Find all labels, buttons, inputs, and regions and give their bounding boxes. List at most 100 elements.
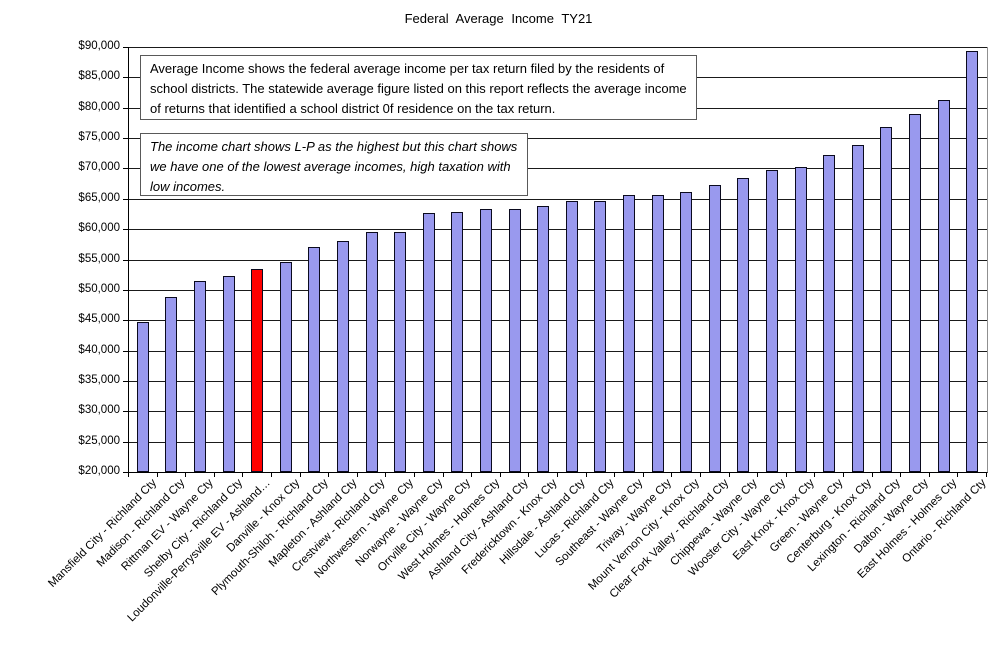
y-gridline <box>129 229 987 231</box>
x-axis-tick <box>156 472 158 477</box>
bar <box>851 144 864 472</box>
x-axis-tick <box>356 472 358 477</box>
bar <box>565 201 578 472</box>
y-gridline <box>129 380 987 382</box>
bar <box>194 280 206 472</box>
x-axis-tick <box>213 472 215 477</box>
y-axis-label: $20,000 <box>78 465 120 477</box>
x-axis-tick <box>414 472 415 477</box>
y-gridline <box>129 441 987 443</box>
bar <box>680 191 693 472</box>
bar <box>937 100 950 472</box>
y-axis-label: $85,000 <box>78 70 120 83</box>
y-axis-tick <box>123 107 128 109</box>
bar <box>308 247 321 472</box>
bar <box>623 195 635 472</box>
y-axis-label: $35,000 <box>78 373 120 386</box>
y-axis-label: $90,000 <box>78 40 120 52</box>
x-axis-tick <box>671 472 673 477</box>
y-gridline <box>129 47 987 48</box>
x-axis-tick <box>442 472 444 477</box>
x-axis-tick <box>614 472 616 477</box>
x-axis-tick <box>900 472 902 477</box>
x-axis-tick <box>728 472 730 477</box>
y-axis-label: $75,000 <box>78 131 120 144</box>
x-axis-tick <box>385 472 387 477</box>
bar <box>508 208 521 472</box>
x-axis-tick <box>785 472 787 477</box>
bar <box>880 127 893 472</box>
y-axis-tick <box>123 380 128 382</box>
x-axis-tick <box>299 472 301 477</box>
y-axis-label: $70,000 <box>78 161 120 174</box>
x-axis-tick <box>328 472 330 477</box>
x-axis-tick <box>128 472 129 477</box>
x-axis-tick <box>642 472 644 477</box>
x-axis-tick <box>557 472 558 477</box>
bar <box>823 155 836 472</box>
x-axis-tick <box>528 472 530 477</box>
y-axis-tick <box>123 320 128 322</box>
y-gridline <box>129 350 987 352</box>
x-axis-tick <box>871 472 873 477</box>
x-axis-tick <box>814 472 816 477</box>
bar <box>480 209 492 472</box>
y-axis-label: $45,000 <box>78 313 120 326</box>
x-axis-tick <box>242 472 244 477</box>
annotation-box-average-income: Average Income shows the federal average… <box>140 55 697 120</box>
y-gridline <box>129 289 987 291</box>
bar <box>594 200 607 472</box>
chart-title: Federal Average Income TY21 <box>404 11 593 26</box>
y-axis-label: $50,000 <box>78 282 120 295</box>
y-axis-label: $25,000 <box>78 434 120 447</box>
bar <box>279 261 292 472</box>
bar <box>337 240 349 472</box>
y-axis-tick <box>123 168 128 170</box>
y-axis-label: $65,000 <box>78 191 120 204</box>
bar <box>394 231 407 472</box>
y-axis-tick <box>123 138 128 140</box>
y-gridline <box>129 320 987 322</box>
y-axis-tick <box>123 411 128 413</box>
bar <box>651 194 664 472</box>
x-axis-tick <box>585 472 587 477</box>
y-gridline <box>129 411 987 413</box>
x-axis-tick <box>700 472 701 477</box>
x-axis-tick <box>957 472 959 477</box>
annotation-box-income-comment: The income chart shows L-P as the highes… <box>140 133 528 196</box>
y-axis-tick <box>123 47 128 48</box>
y-axis-label: $40,000 <box>78 343 120 356</box>
bar <box>966 50 979 472</box>
y-axis-label: $30,000 <box>78 404 120 417</box>
y-axis-tick <box>123 472 128 473</box>
y-axis-label: $80,000 <box>78 100 120 113</box>
x-axis-tick <box>471 472 473 477</box>
x-axis-tick <box>271 472 272 477</box>
bar <box>222 275 235 472</box>
y-axis-tick <box>123 259 128 261</box>
bar-highlighted <box>251 269 264 472</box>
bar <box>794 167 807 472</box>
bar <box>136 322 149 472</box>
y-axis-tick <box>123 198 128 200</box>
bar <box>451 212 464 472</box>
y-axis-label: $60,000 <box>78 222 120 235</box>
bar <box>909 113 921 472</box>
bar <box>708 184 721 472</box>
y-axis-tick <box>123 441 128 443</box>
bar <box>537 206 550 472</box>
x-axis-tick <box>185 472 187 477</box>
x-axis-tick <box>757 472 759 477</box>
bar <box>165 297 178 472</box>
x-axis-tick <box>499 472 501 477</box>
x-axis-tick <box>986 472 987 477</box>
x-axis-label: Mansfield City - Richland Cty <box>45 477 159 590</box>
bar <box>737 177 750 472</box>
y-axis-tick <box>123 289 128 291</box>
bar <box>766 170 778 472</box>
y-axis-label: $55,000 <box>78 252 120 265</box>
x-axis-tick <box>843 472 844 477</box>
y-axis-tick <box>123 350 128 352</box>
bar <box>365 231 378 472</box>
